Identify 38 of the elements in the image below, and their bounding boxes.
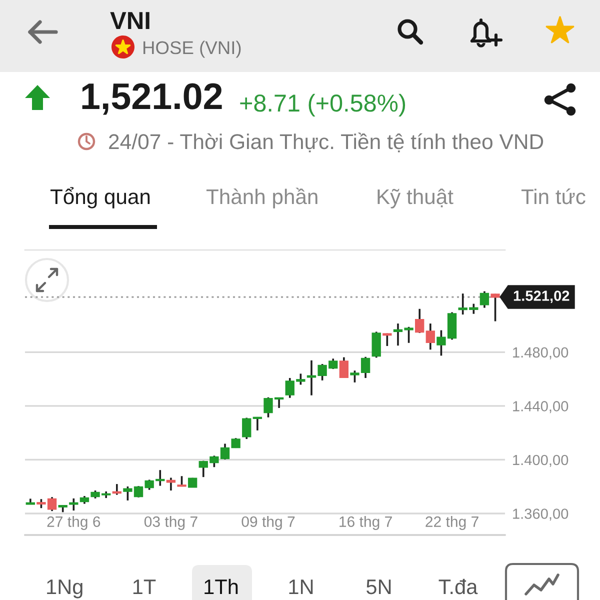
y-tick-label: 1.480,00 [513, 347, 568, 360]
y-tick-label: 1.440,00 [513, 401, 568, 414]
text: Thành phần [206, 188, 318, 208]
candlestick [339, 356, 349, 379]
candlestick [112, 483, 122, 496]
y-tick-label: 1.400,00 [513, 454, 568, 467]
candlestick [177, 475, 186, 488]
text: 1Ng [47, 580, 82, 598]
candlestick [69, 498, 78, 512]
candlestick [415, 308, 424, 334]
text: Kỹ thuật [378, 188, 454, 208]
chart-title: VNI [110, 12, 150, 29]
text: 1N [289, 580, 313, 594]
candlestick [426, 322, 435, 351]
text: 5N [366, 580, 391, 594]
candlestick [480, 290, 490, 309]
text: Tin tức [521, 188, 586, 204]
text: +8.71 (+0.58%) [240, 94, 406, 117]
candlestick [382, 332, 392, 347]
text: 24/07 - Thời Gian Thực. Tiền tệ tính theo VND [109, 132, 544, 152]
candlestick [242, 416, 252, 440]
x-tick-label: 16 thg 7 [340, 516, 392, 530]
candlestick [252, 416, 262, 432]
x-tick-label: 09 thg 7 [242, 516, 295, 530]
text: 1,521.02 [82, 83, 222, 115]
x-tick-label: 03 thg 7 [144, 516, 198, 530]
candlestick [188, 476, 198, 488]
ref-line-label: 1.521,02 [514, 290, 570, 304]
text: 1Th [204, 578, 238, 594]
x-tick-label: 27 thg 6 [47, 516, 100, 530]
candlestick [166, 476, 176, 492]
text: T.đa [438, 578, 478, 594]
y-tick-label: 1.360,00 [513, 508, 568, 521]
text: Tổng quan [50, 186, 150, 208]
text: 1T [133, 580, 156, 594]
candlestick [372, 330, 381, 359]
x-tick-label: 22 thg 7 [426, 516, 478, 530]
chart-subtitle: HOSE (VNI) [144, 40, 241, 58]
